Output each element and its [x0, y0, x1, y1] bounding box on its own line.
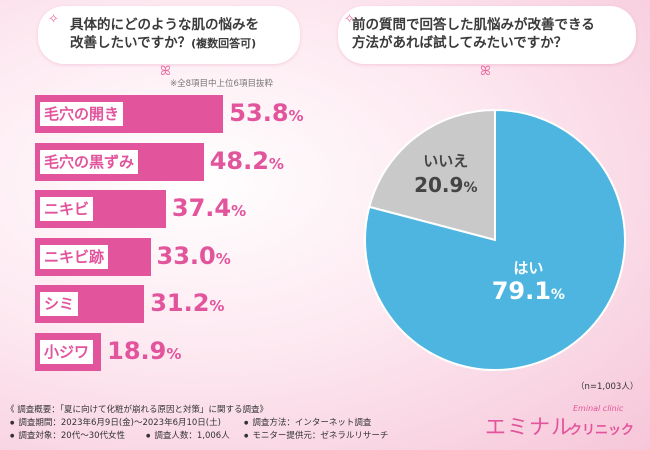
survey-period: 調査期間：2023年6月9日(金)～2023年6月10日(土) [10, 416, 221, 428]
logo-script: Eminal clinic [573, 404, 624, 413]
pie-slice [368, 108, 496, 242]
ribbon-icon: ꕤ [160, 64, 171, 79]
bar-value-unit: % [166, 344, 182, 363]
pie-value-unit: % [551, 287, 565, 303]
bar-value-unit: % [209, 297, 225, 315]
left-question-note: (複数回答可) [191, 37, 257, 50]
bar: 毛穴の黒ずみ [35, 142, 204, 181]
bar-value-label: 37.4% [171, 194, 247, 222]
bar: 毛穴の開き [35, 95, 224, 133]
right-question-line2: 方法があれば試してみたいですか？ [352, 35, 568, 51]
bar-category-label: シミ [40, 292, 79, 316]
left-question-line1: 具体的にどのような肌の悩みを [70, 17, 259, 33]
right-question-bubble: ✧ 前の質問で回答した肌悩みが改善できる 方法があれば試してみたいですか？ ꕤ [338, 6, 636, 79]
bar-value-label: 48.2% [209, 146, 284, 175]
right-question-line1: 前の質問で回答した肌悩みが改善できる [352, 17, 595, 33]
bar-category-label: ニキビ跡 [40, 244, 109, 269]
survey-title: 《 調査概要：「夏に向けて化粧が崩れる原因と対策」に関する調査》 [6, 405, 268, 415]
survey-count: 調査人数：1,006人 [146, 429, 229, 441]
pie-chart-wrap: いいえ 20.9% はい 79.1% [360, 105, 630, 379]
bar-category-label: ニキビ [40, 197, 94, 221]
bar-value-unit: % [231, 202, 247, 220]
bar-category-label: 毛穴の開き [40, 102, 124, 126]
bar-chart-note: ※全8項目中上位6項目抜粋 [170, 79, 273, 89]
bar: 小ジワ [35, 332, 102, 371]
sparkle-icon: ✧ [344, 12, 355, 27]
pie-value-unit: % [463, 180, 477, 196]
bar: ニキビ [35, 190, 166, 228]
sample-size-note: （n=1,003人） [576, 382, 639, 392]
left-question-line2: 改善したいですか？ [70, 35, 192, 51]
sparkle-icon: ✧ [48, 12, 59, 27]
bar-value-label: 33.0% [156, 241, 231, 270]
bar-value-label: 18.9% [107, 336, 182, 365]
pie-category-label: はい [513, 259, 543, 277]
bar: ニキビ跡 [35, 237, 151, 276]
bar-value-unit: % [288, 107, 304, 125]
bar-value-label: 31.2% [150, 289, 225, 317]
survey-target: 調査対象：20代～30代女性 [10, 429, 125, 441]
left-question-bubble: ✧ 具体的にどのような肌の悩みを 改善したいですか？(複数回答可) ꕤ [38, 6, 300, 79]
bar-category-label: 毛穴の黒ずみ [40, 149, 139, 174]
bar: シミ [35, 285, 145, 323]
survey-method: 調査方法：インターネット調査 [244, 416, 371, 428]
ribbon-icon: ꕤ [480, 64, 491, 79]
logo-main: エミナル [485, 415, 573, 439]
bar-category-label: 小ジワ [40, 339, 94, 364]
survey-provider: モニター提供元：ゼネラルリサーチ [244, 429, 388, 441]
bar-value-label: 53.8% [229, 99, 304, 127]
pie-slice [364, 108, 626, 371]
bar-value-unit: % [268, 154, 284, 173]
logo-sub: クリニック [569, 423, 635, 438]
bar-value-unit: % [215, 249, 231, 268]
pie-category-label: いいえ [423, 152, 468, 170]
